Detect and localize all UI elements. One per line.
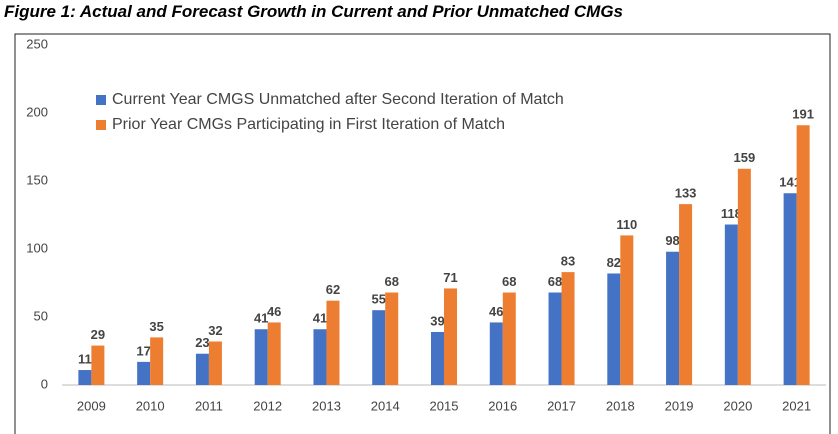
bar bbox=[208, 341, 222, 385]
x-tick-label: 2012 bbox=[253, 398, 282, 413]
y-tick-label: 250 bbox=[26, 36, 48, 51]
bar bbox=[561, 272, 575, 385]
y-tick-label: 100 bbox=[26, 240, 48, 255]
bar bbox=[724, 224, 738, 385]
data-label: 41 bbox=[313, 311, 327, 326]
legend-label: Current Year CMGS Unmatched after Second… bbox=[112, 91, 564, 108]
data-label: 110 bbox=[616, 217, 637, 232]
data-label: 118 bbox=[721, 206, 742, 221]
data-label: 29 bbox=[91, 327, 105, 342]
y-tick-label: 200 bbox=[26, 104, 48, 119]
bar bbox=[679, 204, 693, 385]
x-tick-label: 2015 bbox=[430, 398, 459, 413]
legend-label: Prior Year CMGs Participating in First I… bbox=[112, 116, 506, 133]
bar bbox=[254, 329, 268, 385]
x-tick-label: 2018 bbox=[606, 398, 635, 413]
bar bbox=[150, 337, 164, 385]
x-tick-label: 2017 bbox=[547, 398, 576, 413]
data-label: 17 bbox=[136, 343, 150, 358]
bar bbox=[548, 292, 562, 385]
bar bbox=[78, 370, 92, 385]
data-label: 32 bbox=[208, 323, 222, 338]
legend-item: Prior Year CMGs Participating in First I… bbox=[96, 115, 586, 134]
y-tick-label: 150 bbox=[26, 172, 48, 187]
data-label: 11 bbox=[78, 351, 92, 366]
data-label: 41 bbox=[254, 311, 268, 326]
bar bbox=[326, 300, 340, 385]
data-label: 68 bbox=[384, 274, 398, 289]
bar bbox=[666, 251, 680, 385]
data-label: 68 bbox=[548, 274, 562, 289]
bar bbox=[620, 235, 634, 385]
data-label: 35 bbox=[149, 319, 163, 334]
data-label: 23 bbox=[195, 335, 209, 350]
x-tick-label: 2011 bbox=[195, 398, 223, 413]
bar bbox=[489, 322, 503, 385]
bar bbox=[137, 361, 151, 385]
chart-title: Figure 1: Actual and Forecast Growth in … bbox=[4, 2, 624, 21]
x-tick-label: 2016 bbox=[488, 398, 517, 413]
data-label: 55 bbox=[371, 292, 385, 307]
bar bbox=[444, 288, 457, 385]
frame bbox=[14, 33, 831, 434]
bar bbox=[313, 329, 327, 385]
data-label: 62 bbox=[326, 282, 340, 297]
data-label: 141 bbox=[779, 175, 801, 190]
data-label: 133 bbox=[675, 186, 697, 201]
y-tick-label: 50 bbox=[34, 308, 48, 323]
data-label: 46 bbox=[489, 304, 503, 319]
data-label: 39 bbox=[430, 313, 444, 328]
x-tick-label: 2013 bbox=[312, 398, 341, 413]
bar bbox=[91, 345, 105, 385]
bar bbox=[267, 322, 281, 385]
x-tick-label: 2014 bbox=[371, 398, 400, 413]
bar bbox=[195, 353, 209, 385]
y-tick-label: 0 bbox=[41, 376, 48, 391]
data-label: 68 bbox=[502, 274, 516, 289]
data-label: 82 bbox=[607, 255, 621, 270]
x-tick-label: 2020 bbox=[723, 398, 752, 413]
legend-swatch bbox=[96, 95, 106, 105]
bar bbox=[431, 331, 444, 385]
bar bbox=[783, 193, 797, 385]
x-tick-label: 2021 bbox=[782, 398, 811, 413]
bar bbox=[737, 168, 751, 385]
data-label: 98 bbox=[665, 233, 679, 248]
legend: Current Year CMGS Unmatched after Second… bbox=[96, 90, 586, 140]
bar bbox=[796, 125, 810, 386]
x-tick-label: 2009 bbox=[77, 398, 106, 413]
data-label: 46 bbox=[267, 304, 281, 319]
bar bbox=[607, 273, 621, 385]
x-tick-label: 2010 bbox=[136, 398, 165, 413]
bar bbox=[372, 310, 386, 385]
x-tick-label: 2019 bbox=[665, 398, 694, 413]
bar bbox=[385, 292, 399, 385]
data-label: 83 bbox=[561, 254, 575, 269]
data-label: 159 bbox=[733, 150, 755, 165]
data-label: 71 bbox=[443, 270, 457, 285]
data-label: 191 bbox=[792, 107, 814, 122]
legend-swatch bbox=[96, 120, 106, 130]
legend-item: Current Year CMGS Unmatched after Second… bbox=[96, 90, 586, 109]
bar bbox=[502, 292, 516, 385]
